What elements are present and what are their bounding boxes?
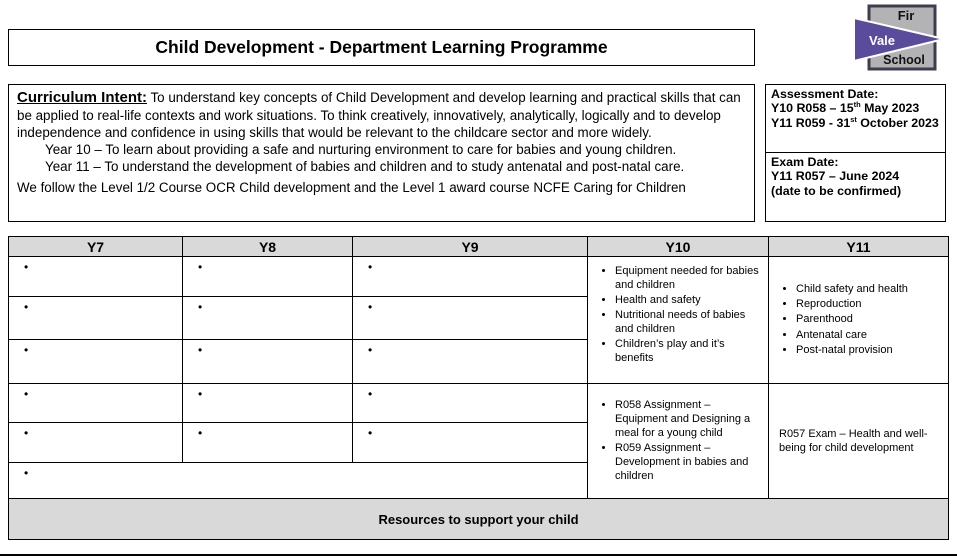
bullet-marker: • [368, 426, 373, 440]
bullet-marker: • [24, 466, 29, 480]
table-row-2: • • • [8, 296, 949, 340]
logo-text-school: School [883, 53, 925, 67]
y10-topics-list: Equipment needed for babies and children… [588, 264, 768, 366]
list-item: Post-natal provision [796, 343, 948, 357]
exam-line-2: (date to be confirmed) [771, 183, 902, 198]
course-follow-line: We follow the Level 1/2 Course OCR Child… [17, 180, 686, 196]
bullet-marker: • [24, 387, 29, 401]
topic-cell-y9-r3: • [352, 339, 588, 384]
curriculum-intent-heading: Curriculum Intent: [17, 89, 147, 106]
list-item: R058 Assignment – Equipment and Designin… [615, 398, 768, 440]
list-item: Health and safety [615, 293, 768, 307]
curriculum-intent-body: To understand key concepts of Child Deve… [17, 90, 741, 140]
exam-line-1: Y11 R057 – June 2024 [771, 169, 900, 184]
bullet-marker: • [198, 426, 203, 440]
assessment-line-2: Y11 R059 - 31st October 2023 [771, 114, 940, 131]
bullet-marker: • [24, 426, 29, 440]
topic-cell-y7y9-merged: • [8, 462, 588, 499]
table-header-y10: Y10 [587, 236, 769, 257]
intent-year10-line: Year 10 – To learn about providing a saf… [45, 141, 677, 157]
y11-topics-list: Child safety and health Reproduction Par… [769, 282, 948, 356]
list-item: R059 Assignment – Development in babies … [615, 441, 768, 483]
bullet-marker: • [368, 300, 373, 314]
topic-cell-y9-r1: • [352, 256, 588, 297]
table-row-3: • • • [8, 339, 949, 384]
intent-year11-line: Year 11 – To understand the development … [45, 158, 685, 174]
table-header-y11: Y11 [768, 236, 949, 257]
topic-cell-y9-r2: • [352, 296, 588, 340]
assessment-line-1: Y10 R058 – 15th May 2023 [771, 101, 940, 116]
page-title: Child Development - Department Learning … [155, 37, 608, 57]
school-logo: Fir Vale School [853, 3, 945, 76]
page-bottom-rule [0, 554, 957, 556]
table-row-6: • [8, 462, 949, 499]
topic-cell-y8-r4: • [182, 383, 353, 423]
y11-exam-text: R057 Exam – Health and well-being for ch… [779, 427, 928, 454]
assessment-line-1-ordinal: th [853, 100, 861, 110]
topic-cell-y8-r1: • [182, 256, 353, 297]
topic-cell-y7-r3: • [8, 339, 183, 384]
y10-topics-cell: Equipment needed for babies and children… [587, 256, 769, 384]
assessment-line-2-ordinal: st [850, 114, 857, 124]
logo-text-vale: Vale [869, 33, 895, 48]
y11-exam-cell: R057 Exam – Health and well-being for ch… [768, 383, 949, 499]
topic-cell-y7-r2: • [8, 296, 183, 340]
topic-cell-y8-r5: • [182, 422, 353, 463]
table-header-y7: Y7 [8, 236, 183, 257]
assessment-line-2-rest: October 2023 [856, 116, 939, 131]
list-item: Children’s play and it’s benefits [615, 337, 768, 365]
table-header-y9: Y9 [352, 236, 588, 257]
bullet-marker: • [24, 260, 29, 274]
bullet-marker: • [198, 343, 203, 357]
list-item: Antenatal care [796, 328, 948, 342]
topic-cell-y7-r5: • [8, 422, 183, 463]
learning-programme-table: Y7 Y8 Y9 Y10 Y11 • • • Equipment needed … [8, 236, 949, 540]
bullet-marker: • [24, 343, 29, 357]
y11-topics-cell: Child safety and health Reproduction Par… [768, 256, 949, 384]
curriculum-intent-box: Curriculum Intent: To understand key con… [8, 84, 755, 222]
exam-heading: Exam Date: [771, 155, 839, 169]
resources-banner: Resources to support your child [8, 498, 949, 540]
bullet-marker: • [198, 260, 203, 274]
assessment-heading: Assessment Date: [771, 87, 879, 101]
assessment-date-box: Assessment Date: Y10 R058 – 15th May 202… [765, 84, 946, 153]
assessment-line-2-text: Y11 R059 - 31 [771, 116, 851, 131]
bullet-marker: • [24, 300, 29, 314]
y10-assignments-cell: R058 Assignment – Equipment and Designin… [587, 383, 769, 499]
logo-text-fir: Fir [898, 8, 915, 23]
topic-cell-y9-r5: • [352, 422, 588, 463]
bullet-marker: • [368, 343, 373, 357]
y10-assignments-list: R058 Assignment – Equipment and Designin… [588, 398, 768, 483]
list-item: Equipment needed for babies and children [615, 264, 768, 292]
assessment-line-1-text: Y10 R058 – 15 [771, 101, 854, 116]
table-header-row: Y7 Y8 Y9 Y10 Y11 [8, 236, 949, 257]
table-row-4: • • • R058 Assignment – Equipment and De… [8, 383, 949, 499]
curriculum-intent-paragraph: Curriculum Intent: To understand key con… [17, 89, 746, 142]
list-item: Parenthood [796, 312, 948, 326]
list-item: Nutritional needs of babies and children [615, 308, 768, 336]
bullet-marker: • [198, 387, 203, 401]
document-title-box: Child Development - Department Learning … [8, 29, 755, 66]
list-item: Reproduction [796, 297, 948, 311]
topic-cell-y7-r1: • [8, 256, 183, 297]
topic-cell-y7-r4: • [8, 383, 183, 423]
bullet-marker: • [368, 260, 373, 274]
table-row-1: • • • Equipment needed for babies and ch… [8, 256, 949, 384]
list-item: Child safety and health [796, 282, 948, 296]
exam-date-box: Exam Date: Y11 R057 – June 2024 (date to… [765, 152, 946, 222]
table-header-y8: Y8 [182, 236, 353, 257]
topic-cell-y8-r3: • [182, 339, 353, 384]
topic-cell-y9-r4: • [352, 383, 588, 423]
topic-cell-y8-r2: • [182, 296, 353, 340]
table-footer-row: Resources to support your child [8, 498, 949, 540]
assessment-line-1-rest: May 2023 [860, 101, 920, 116]
bullet-marker: • [198, 300, 203, 314]
bullet-marker: • [368, 387, 373, 401]
fir-vale-school-logo-icon: Fir Vale School [853, 4, 945, 71]
